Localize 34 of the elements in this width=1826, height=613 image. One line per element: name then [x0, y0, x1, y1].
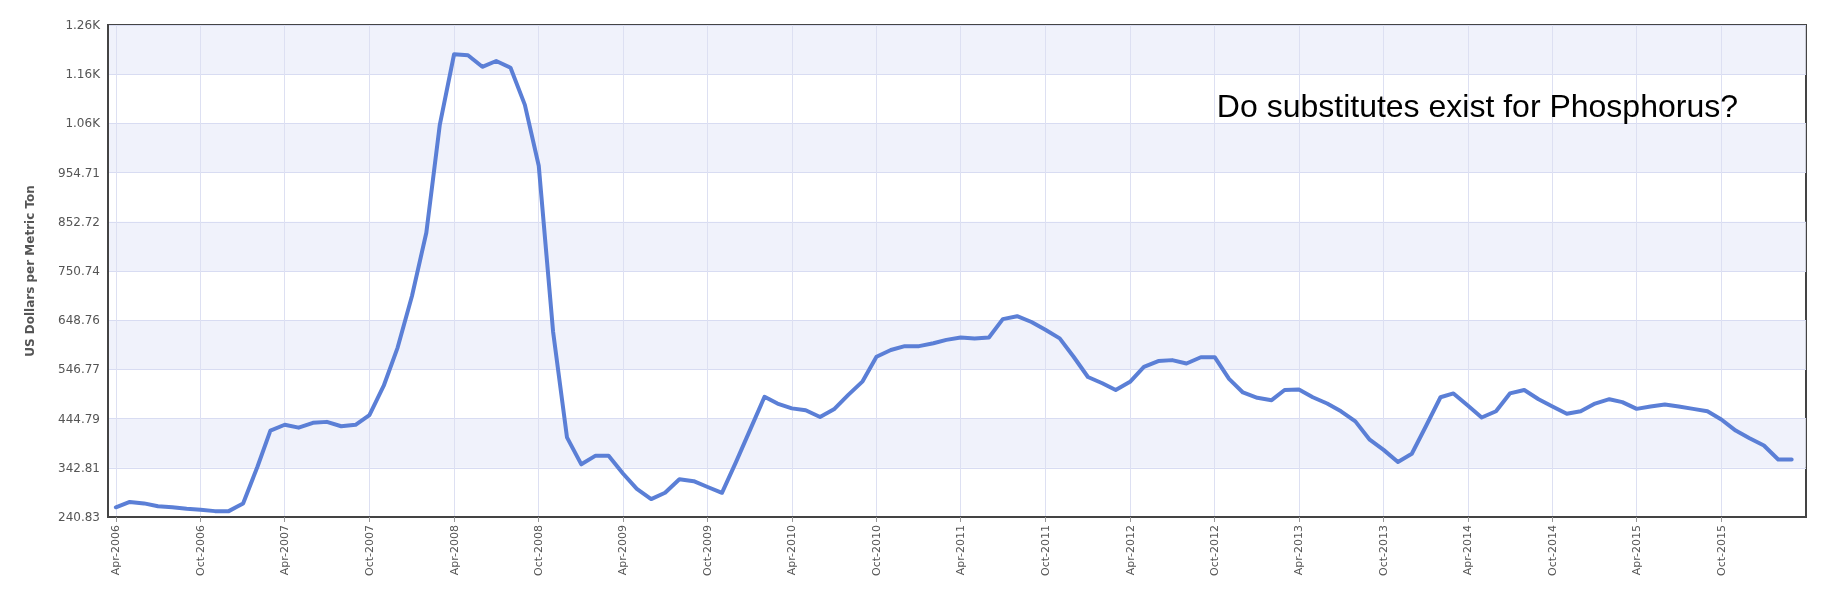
y-tick-label: 1.16K: [65, 67, 102, 82]
x-tick-label: Oct-2011: [1038, 525, 1052, 576]
x-tick-label: Oct-2010: [870, 525, 883, 576]
x-tick-label: Apr-2015: [1630, 525, 1644, 576]
y-tick-label: 648.76: [58, 313, 100, 328]
y-tick-label: 954.71: [58, 165, 100, 180]
x-tick-label: Oct-2015: [1714, 525, 1728, 576]
x-tick-label: Oct-2007: [362, 525, 376, 576]
line-series: [113, 52, 1794, 514]
x-tick-label: Apr-2014: [1461, 525, 1475, 576]
y-axis-title: US Dollars per Metric Ton: [23, 185, 37, 357]
y-tick-label: 750.74: [58, 263, 100, 278]
x-tick-label: Apr-2011: [954, 525, 968, 576]
y-tick-label: 1.26K: [65, 18, 102, 32]
x-tick-label: Oct-2008: [532, 525, 546, 576]
x-tick-label: Oct-2006: [194, 525, 208, 576]
x-tick-label: Oct-2012: [1208, 525, 1222, 576]
x-tick-label: Apr-2012: [1123, 525, 1137, 576]
y-tick-label: 444.79: [58, 411, 100, 426]
x-tick-label: Apr-2013: [1292, 525, 1306, 576]
x-tick-label: Apr-2006: [109, 525, 123, 576]
y-tick-label: 852.72: [58, 214, 100, 229]
x-tick-label: Oct-2014: [1545, 525, 1559, 576]
x-tick-label: Apr-2008: [447, 525, 461, 576]
x-tick-label: Oct-2013: [1377, 525, 1391, 576]
y-tick-label: 342.81: [58, 460, 100, 475]
annotation: Do substitutes exist for Phosphorus?: [1216, 88, 1738, 124]
y-tick-label: 546.77: [58, 362, 100, 377]
y-tick-label: 1.06K: [65, 116, 102, 131]
y-tick-label: 240.83: [58, 510, 100, 524]
x-tick-label: Oct-2009: [701, 525, 715, 576]
x-tick-label: Apr-2009: [616, 525, 630, 576]
x-tick-label: Apr-2007: [278, 525, 292, 576]
x-tick-label: Apr-2010: [785, 525, 799, 576]
